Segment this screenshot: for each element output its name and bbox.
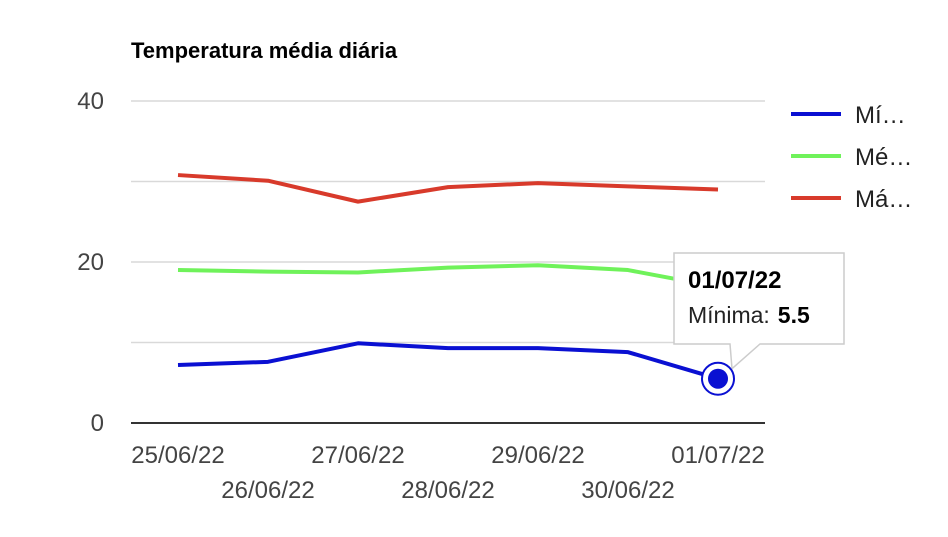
- legend-label: Mé…: [855, 144, 912, 171]
- x-axis-tick-labels: 25/06/22 26/06/22 27/06/22 28/06/22 29/06/22…: [131, 442, 764, 504]
- series-line-1: [177, 263, 719, 289]
- tooltip: 01/07/22 Mínima: 5.5: [673, 252, 845, 371]
- x-tick-label: 28/06/22: [401, 477, 494, 504]
- x-tick-label: 27/06/22: [311, 442, 404, 469]
- focused-point[interactable]: [701, 361, 735, 396]
- legend-item-0[interactable]: Mí…: [791, 102, 906, 129]
- x-tick-label: 01/07/22: [671, 442, 764, 469]
- tooltip-body: Mínima: 5.5: [688, 302, 810, 328]
- series-lines: [177, 173, 719, 381]
- y-axis-tick-labels: 0 20 40: [77, 88, 104, 437]
- x-tick-label: 26/06/22: [221, 477, 314, 504]
- x-tick-label: 30/06/22: [581, 477, 674, 504]
- series-line-2: [177, 173, 719, 204]
- focus-dot[interactable]: [708, 368, 728, 389]
- x-tick-label: 29/06/22: [491, 442, 584, 469]
- tooltip-value: 5.5: [778, 302, 810, 328]
- legend-label: Má…: [855, 186, 912, 213]
- legend-label: Mí…: [855, 102, 906, 129]
- legend-item-2[interactable]: Má…: [791, 186, 912, 213]
- series-line-0: [177, 341, 719, 381]
- x-tick-label: 25/06/22: [131, 442, 224, 469]
- legend-item-1[interactable]: Mé…: [791, 144, 912, 171]
- y-tick-label: 40: [77, 88, 104, 115]
- tooltip-title: 01/07/22: [688, 267, 781, 294]
- chart-title: Temperatura média diária: [131, 38, 398, 63]
- gridlines: [131, 100, 765, 424]
- y-tick-label: 20: [77, 249, 104, 276]
- tooltip-box: [673, 252, 845, 371]
- legend[interactable]: Mí… Mé… Má…: [791, 102, 912, 213]
- y-tick-label: 0: [91, 410, 104, 437]
- tooltip-label: Mínima:: [688, 302, 770, 328]
